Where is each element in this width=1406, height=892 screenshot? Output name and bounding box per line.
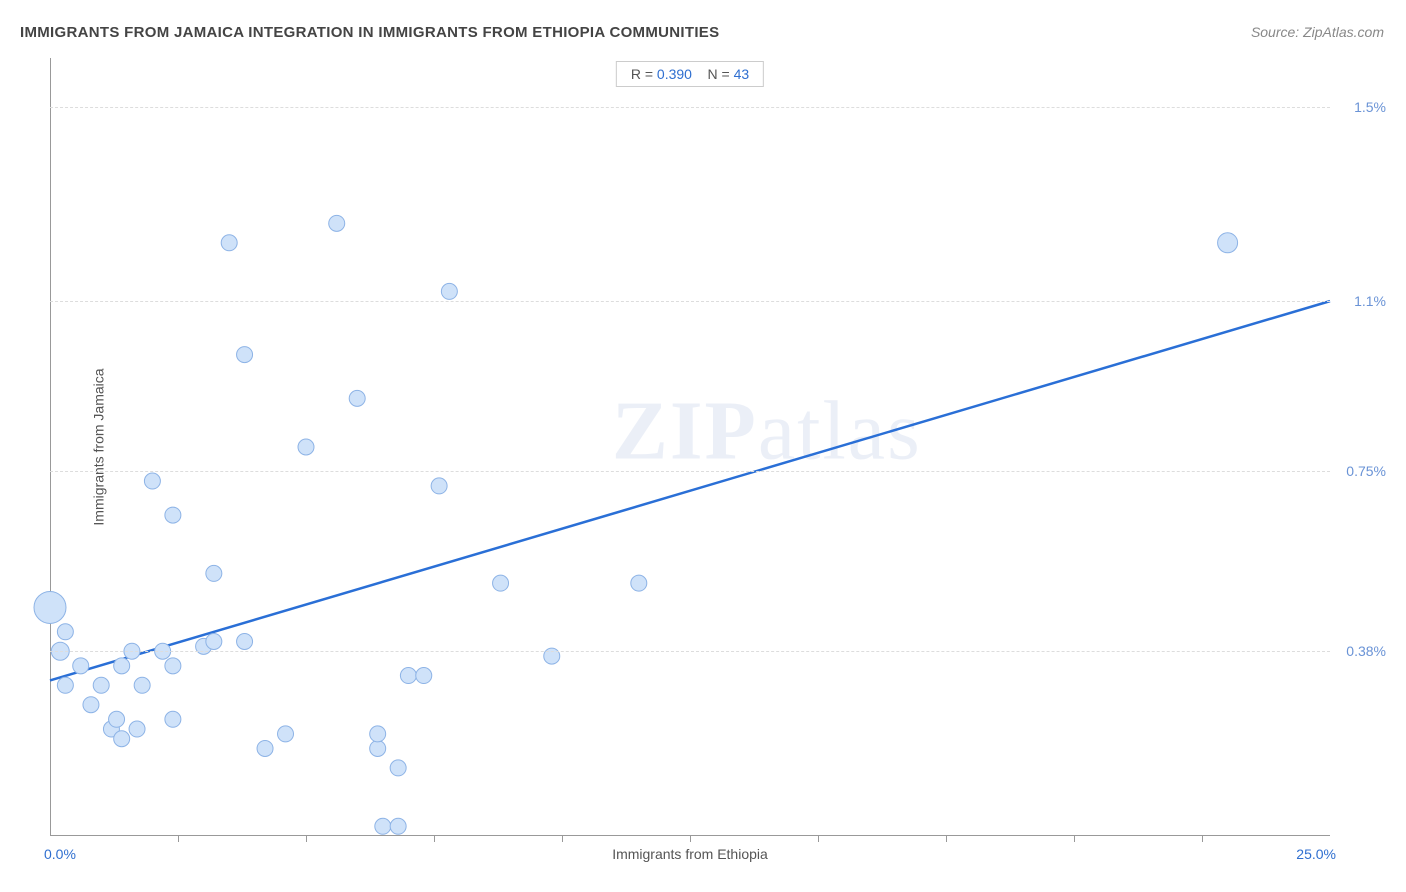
- data-point: [57, 677, 73, 693]
- data-point: [221, 235, 237, 251]
- data-point: [237, 347, 253, 363]
- data-point: [370, 740, 386, 756]
- y-tick-label: 1.5%: [1354, 99, 1386, 115]
- data-point: [441, 283, 457, 299]
- data-point: [375, 818, 391, 834]
- stats-box: R = 0.390 N = 43: [616, 61, 764, 87]
- data-point: [349, 390, 365, 406]
- data-point: [144, 473, 160, 489]
- plot-area: R = 0.390 N = 43 ZIPatlas Immigrants fro…: [50, 58, 1330, 836]
- data-point: [431, 478, 447, 494]
- x-axis-label: Immigrants from Ethiopia: [612, 846, 768, 862]
- data-point: [165, 658, 181, 674]
- data-point: [278, 726, 294, 742]
- data-point: [93, 677, 109, 693]
- x-tick: [1074, 836, 1075, 842]
- data-point: [129, 721, 145, 737]
- data-point: [206, 565, 222, 581]
- data-point: [493, 575, 509, 591]
- chart-svg: [50, 58, 1330, 836]
- data-point: [631, 575, 647, 591]
- data-point: [165, 507, 181, 523]
- x-max-label: 25.0%: [1296, 846, 1336, 862]
- data-point: [1218, 233, 1238, 253]
- x-origin-label: 0.0%: [44, 846, 76, 862]
- source-text: Source: ZipAtlas.com: [1251, 24, 1384, 40]
- n-value: 43: [734, 66, 750, 82]
- data-point: [416, 668, 432, 684]
- y-tick-label: 0.38%: [1346, 643, 1386, 659]
- data-point: [329, 215, 345, 231]
- data-point: [109, 711, 125, 727]
- data-point: [237, 634, 253, 650]
- y-tick-label: 0.75%: [1346, 463, 1386, 479]
- x-tick: [434, 836, 435, 842]
- x-tick: [178, 836, 179, 842]
- data-point: [390, 760, 406, 776]
- data-point: [257, 740, 273, 756]
- data-point: [370, 726, 386, 742]
- x-tick: [1202, 836, 1203, 842]
- data-point: [134, 677, 150, 693]
- gridline: [50, 471, 1330, 472]
- data-point: [114, 658, 130, 674]
- data-point: [34, 591, 66, 623]
- chart-title: IMMIGRANTS FROM JAMAICA INTEGRATION IN I…: [20, 24, 719, 41]
- x-tick: [306, 836, 307, 842]
- x-tick: [562, 836, 563, 842]
- data-point: [73, 658, 89, 674]
- gridline: [50, 301, 1330, 302]
- x-tick: [946, 836, 947, 842]
- data-point: [400, 668, 416, 684]
- x-tick: [818, 836, 819, 842]
- r-label: R =: [631, 66, 653, 82]
- data-point: [206, 634, 222, 650]
- data-point: [83, 697, 99, 713]
- data-point: [57, 624, 73, 640]
- x-tick: [690, 836, 691, 842]
- data-point: [114, 731, 130, 747]
- gridline: [50, 107, 1330, 108]
- y-tick-label: 1.1%: [1354, 293, 1386, 309]
- data-point: [165, 711, 181, 727]
- r-value: 0.390: [657, 66, 692, 82]
- n-label: N =: [708, 66, 730, 82]
- data-point: [298, 439, 314, 455]
- gridline: [50, 651, 1330, 652]
- data-point: [390, 818, 406, 834]
